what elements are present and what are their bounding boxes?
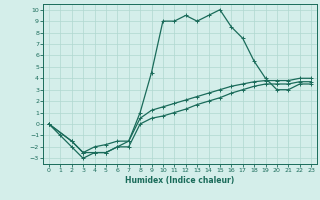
X-axis label: Humidex (Indice chaleur): Humidex (Indice chaleur) [125, 176, 235, 185]
